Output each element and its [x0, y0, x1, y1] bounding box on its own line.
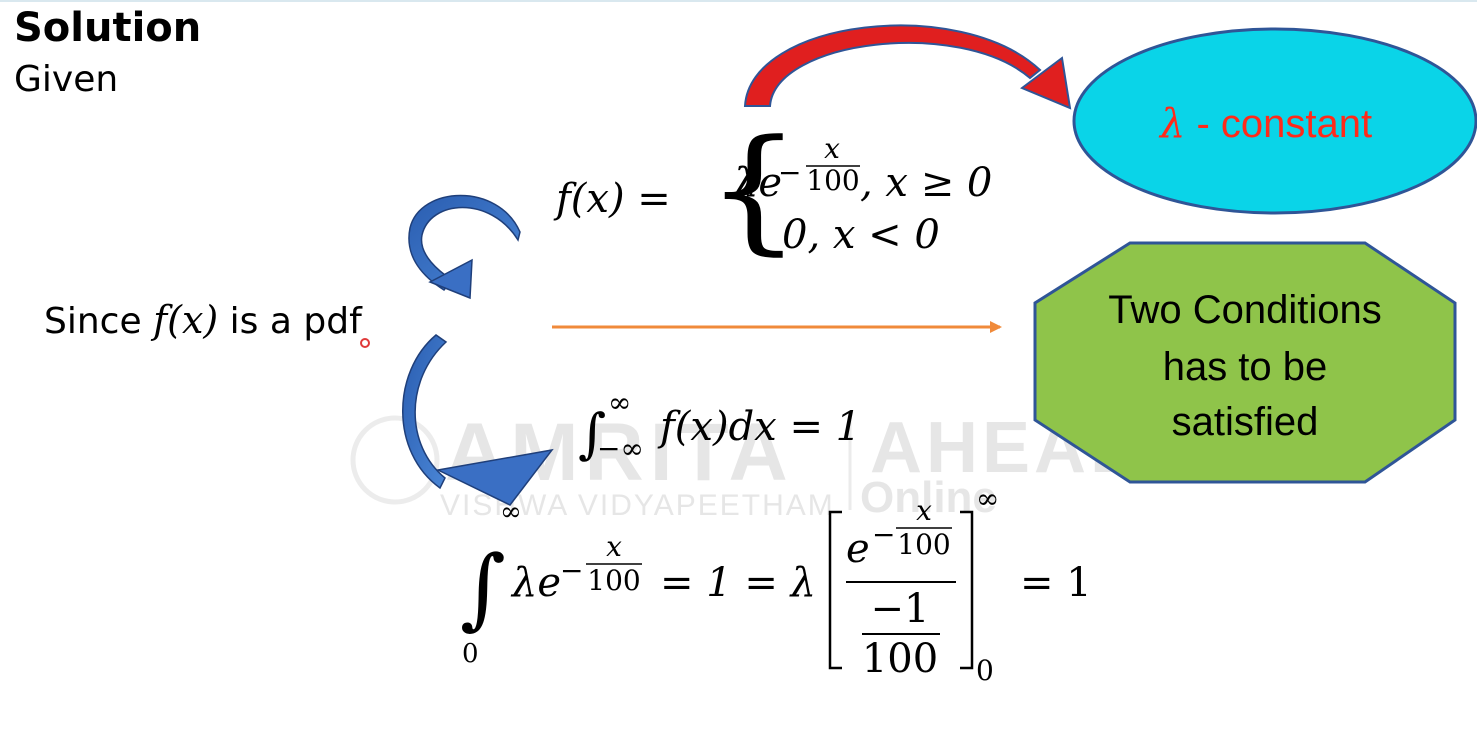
conditions-line1: Two Conditions — [1108, 288, 1381, 332]
solution-middle: = 1 = λ — [660, 560, 816, 606]
watermark-online: Online — [860, 473, 997, 522]
since-suffix: is a pdf — [218, 301, 362, 342]
solution-integral-sign: ∫ — [460, 536, 506, 639]
solution-frac-den-num: −1 — [871, 586, 930, 632]
solution-exp-num: x — [606, 530, 622, 563]
pdf-lhs: f(x) = — [553, 176, 671, 222]
solution-frac-num-exp-num: x — [916, 494, 932, 527]
pdf-case1-exp-num: x — [824, 132, 840, 165]
integral-integrand: f(x)dx = 1 — [657, 404, 861, 450]
solution-exp-sign: − — [560, 554, 583, 587]
red-curved-arrow — [743, 24, 1072, 110]
conditions-callout: Two Conditions has to be satisfied — [1033, 241, 1457, 484]
integral-solution: ∞ ∫ 0 λe − x 100 = 1 = λ e − x 100 −1 10… — [460, 482, 1092, 687]
conditions-line2: has to be — [1163, 345, 1328, 389]
solution-frac-num-exp-sign: − — [872, 518, 895, 551]
lambda-ellipse — [1072, 27, 1477, 215]
solution-bracket-lower: 0 — [976, 654, 994, 687]
lambda-text: - constant — [1185, 102, 1372, 146]
solution-right-bracket — [960, 510, 974, 670]
solution-upper: ∞ — [500, 497, 522, 527]
blue-lower-arrow — [402, 334, 554, 506]
solution-left-bracket — [828, 510, 842, 670]
solution-bracket-upper: ∞ — [976, 482, 999, 515]
slide-subheading: Given — [14, 59, 119, 100]
watermark-seal — [350, 415, 440, 505]
lambda-callout: λ - constant — [1072, 27, 1477, 215]
solution-lower: 0 — [462, 639, 479, 669]
pdf-brace: { — [706, 111, 801, 268]
pdf-case1-cond: , x ≥ 0 — [860, 160, 992, 206]
blue-upper-arrow — [408, 194, 521, 300]
solution-exp-den: 100 — [587, 564, 640, 597]
top-border-line — [0, 0, 1477, 2]
pdf-case2: 0, x < 0 — [782, 212, 940, 258]
pdf-case1-coef: λe — [731, 160, 782, 206]
pdf-definition: f(x) = { λe − x 100 , x ≥ 0 0, x < 0 — [553, 111, 992, 268]
since-prefix: Since — [44, 301, 154, 342]
solution-frac-num-base: e — [846, 526, 870, 572]
solution-coef: λe — [510, 560, 561, 606]
integral-condition: ∫ ∞ −∞ f(x)dx = 1 — [578, 386, 861, 465]
solution-frac-num-exp-den: 100 — [897, 528, 950, 561]
pdf-case1-exp-den: 100 — [806, 164, 859, 197]
svg-text:λ - constant: λ - constant — [1158, 101, 1372, 147]
conditions-octagon — [1033, 241, 1457, 484]
since-statement: Since f(x) is a pdf — [44, 298, 362, 344]
pdf-case1-exp-sign: − — [778, 156, 801, 189]
solution-frac-den-den: 100 — [862, 636, 938, 682]
since-math: f(x) — [153, 298, 219, 342]
conditions-line3: satisfied — [1172, 400, 1319, 444]
slide-heading: Solution — [14, 5, 202, 51]
integral-upper: ∞ — [608, 386, 631, 419]
pointer-dot — [360, 338, 370, 348]
integral-lower: −∞ — [597, 432, 644, 465]
integral-sign: ∫ — [578, 402, 606, 465]
solution-rhs: = 1 — [1020, 560, 1092, 606]
lambda-symbol: λ — [1158, 101, 1185, 147]
